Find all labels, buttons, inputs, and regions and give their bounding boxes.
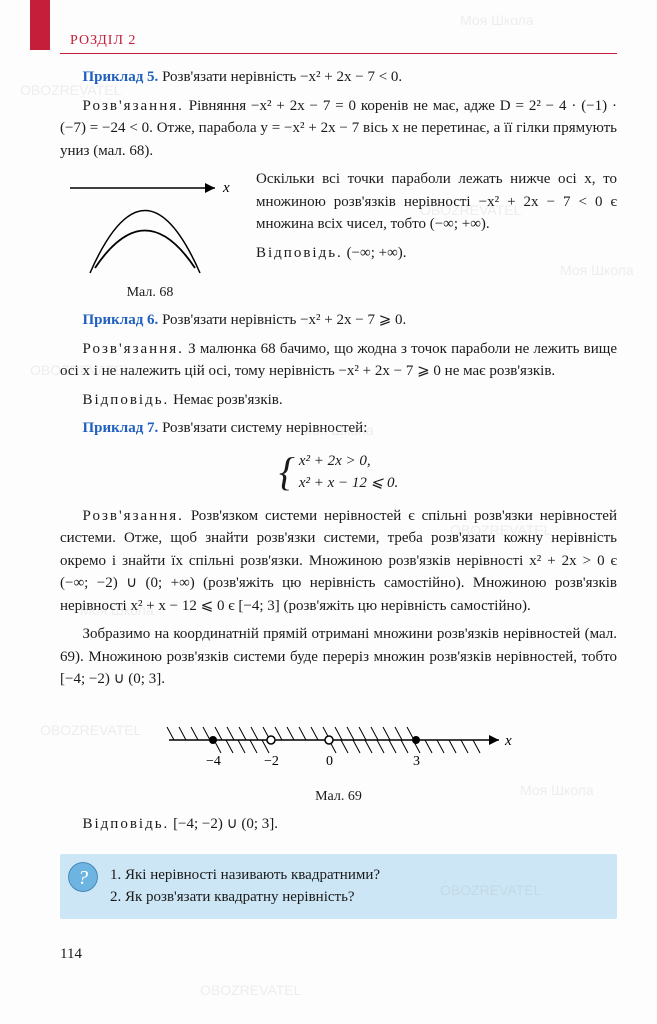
answer-label-6: Відповідь. — [83, 392, 170, 408]
system-line2: x² + x − 12 ⩽ 0. — [299, 472, 398, 495]
example5-label: Приклад 5. — [83, 69, 159, 85]
section-header: РОЗДІЛ 2 — [60, 30, 617, 54]
example7-answer-text: [−4; −2) ∪ (0; 3]. — [169, 816, 278, 832]
solution-label-7: Розв'язання. — [83, 508, 184, 524]
solution-label: Розв'язання. — [83, 98, 184, 114]
answer-label-7: Відповідь. — [83, 816, 170, 832]
system-of-inequalities: { x² + 2x > 0, x² + x − 12 ⩽ 0. — [60, 450, 617, 495]
axis-x-label: x — [222, 180, 230, 196]
parabola-svg: x — [65, 168, 235, 278]
example6-task: Приклад 6. Розв'язати нерівність −x² + 2… — [60, 309, 617, 332]
example7-task: Приклад 7. Розв'язати систему нерівносте… — [60, 417, 617, 440]
example6-answer: Відповідь. Немає розв'язків. — [60, 389, 617, 412]
figure-68-caption: Мал. 68 — [60, 282, 240, 303]
nl-axis-label: x — [504, 733, 512, 749]
page-number: 114 — [60, 943, 617, 966]
question-1: 1. Які нерівності називають квадратними? — [110, 864, 607, 887]
example7-task-text: Розв'язати систему нерівностей: — [158, 420, 367, 436]
system-line1: x² + 2x > 0, — [299, 450, 398, 473]
example5-solution-p1: Розв'язання. Рівняння −x² + 2x − 7 = 0 к… — [60, 95, 617, 163]
question-2: 2. Як розв'язати квадратну нерівність? — [110, 886, 607, 909]
example7-p1: Розв'язання. Розв'язком системи нерівнос… — [60, 505, 617, 618]
question-box: ? 1. Які нерівності називають квадратним… — [60, 854, 617, 919]
example7-label: Приклад 7. — [83, 420, 159, 436]
example5-answer-text: (−∞; +∞). — [343, 245, 407, 261]
figure-68: x Мал. 68 — [60, 168, 240, 303]
example6-p1: Розв'язання. З малюнка 68 бачимо, що жод… — [60, 338, 617, 383]
example5-task-text: Розв'язати нерівність −x² + 2x − 7 < 0. — [158, 69, 402, 85]
figure-69-caption: Мал. 69 — [60, 786, 617, 807]
example5-task: Приклад 5. Розв'язати нерівність −x² + 2… — [60, 66, 617, 89]
figure-69: x −4 −2 0 3 — [60, 705, 617, 808]
solution-label-6: Розв'язання. — [83, 341, 184, 357]
svg-text:0: 0 — [326, 754, 333, 769]
example7-answer: Відповідь. [−4; −2) ∪ (0; 3]. — [60, 813, 617, 836]
svg-text:3: 3 — [413, 754, 420, 769]
answer-label: Відповідь. — [256, 245, 343, 261]
page-content: РОЗДІЛ 2 Приклад 5. Розв'язати нерівніст… — [0, 0, 657, 995]
svg-text:?: ? — [78, 866, 89, 888]
question-icon: ? — [66, 860, 100, 894]
example6-answer-text: Немає розв'язків. — [169, 392, 282, 408]
example7-p2: Зобразимо на координатній прямій отриман… — [60, 623, 617, 691]
example6-task-text: Розв'язати нерівність −x² + 2x − 7 ⩾ 0. — [158, 312, 406, 328]
number-line-svg: x −4 −2 0 3 — [159, 705, 519, 775]
example6-label: Приклад 6. — [83, 312, 159, 328]
svg-text:−4: −4 — [206, 754, 221, 769]
brace-icon: { — [279, 452, 295, 492]
svg-text:−2: −2 — [264, 754, 279, 769]
